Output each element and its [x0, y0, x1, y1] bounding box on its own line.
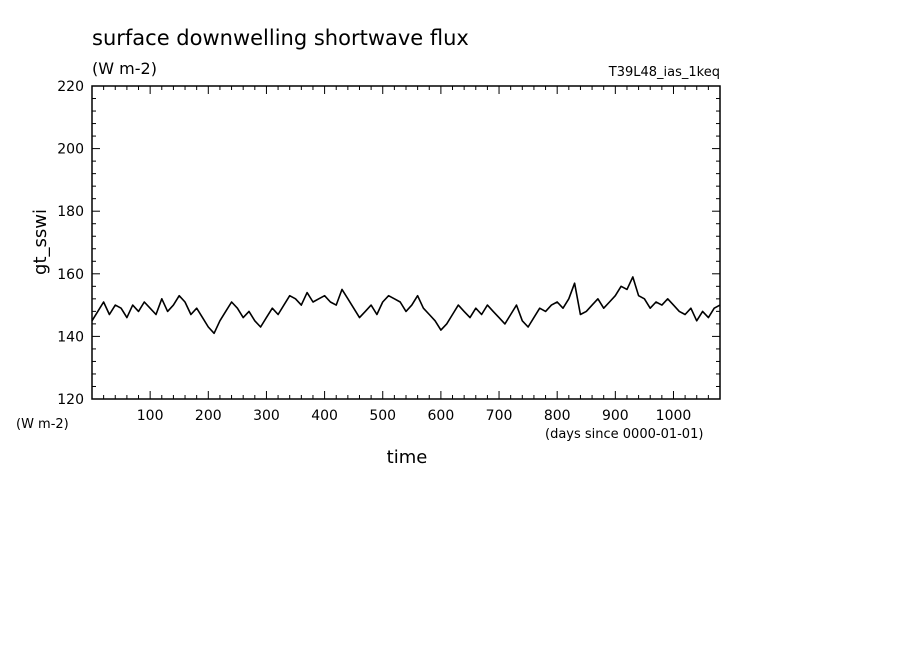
y-axis-units: (W m-2): [16, 417, 69, 432]
plot-frame: [91, 85, 721, 400]
run-label: T39L48_ias_1keq: [608, 65, 720, 80]
chart-title: surface downwelling shortwave flux: [92, 26, 469, 50]
x-tick-label: 100: [137, 408, 164, 424]
y-axis-title: gt_sswi: [30, 209, 51, 275]
y-tick-label: 200: [57, 142, 84, 158]
y-tick-label: 140: [57, 329, 84, 345]
chart-units: (W m-2): [92, 59, 157, 78]
y-tick-label: 120: [57, 392, 84, 408]
x-tick-label: 500: [369, 408, 396, 424]
x-tick-label: 400: [311, 408, 338, 424]
y-tick-label: 180: [57, 204, 84, 220]
x-tick-label: 1000: [656, 408, 692, 424]
x-tick-label: 200: [195, 408, 222, 424]
axis-ticks: [92, 85, 720, 400]
x-tick-label: 700: [486, 408, 513, 424]
series-line: [91, 276, 721, 335]
y-tick-labels: 120 140 160 180 200 220: [57, 79, 84, 408]
x-tick-label: 800: [544, 408, 571, 424]
y-tick-label: 220: [57, 79, 84, 95]
x-tick-label: 300: [253, 408, 280, 424]
x-axis-units: (days since 0000-01-01): [545, 427, 703, 442]
x-axis-title: time: [387, 447, 428, 468]
y-tick-label: 160: [57, 267, 84, 283]
x-tick-label: 600: [428, 408, 455, 424]
x-tick-label: 900: [602, 408, 629, 424]
x-tick-labels: 100 200 300 400 500 600 700 800 900 1000: [137, 408, 692, 424]
